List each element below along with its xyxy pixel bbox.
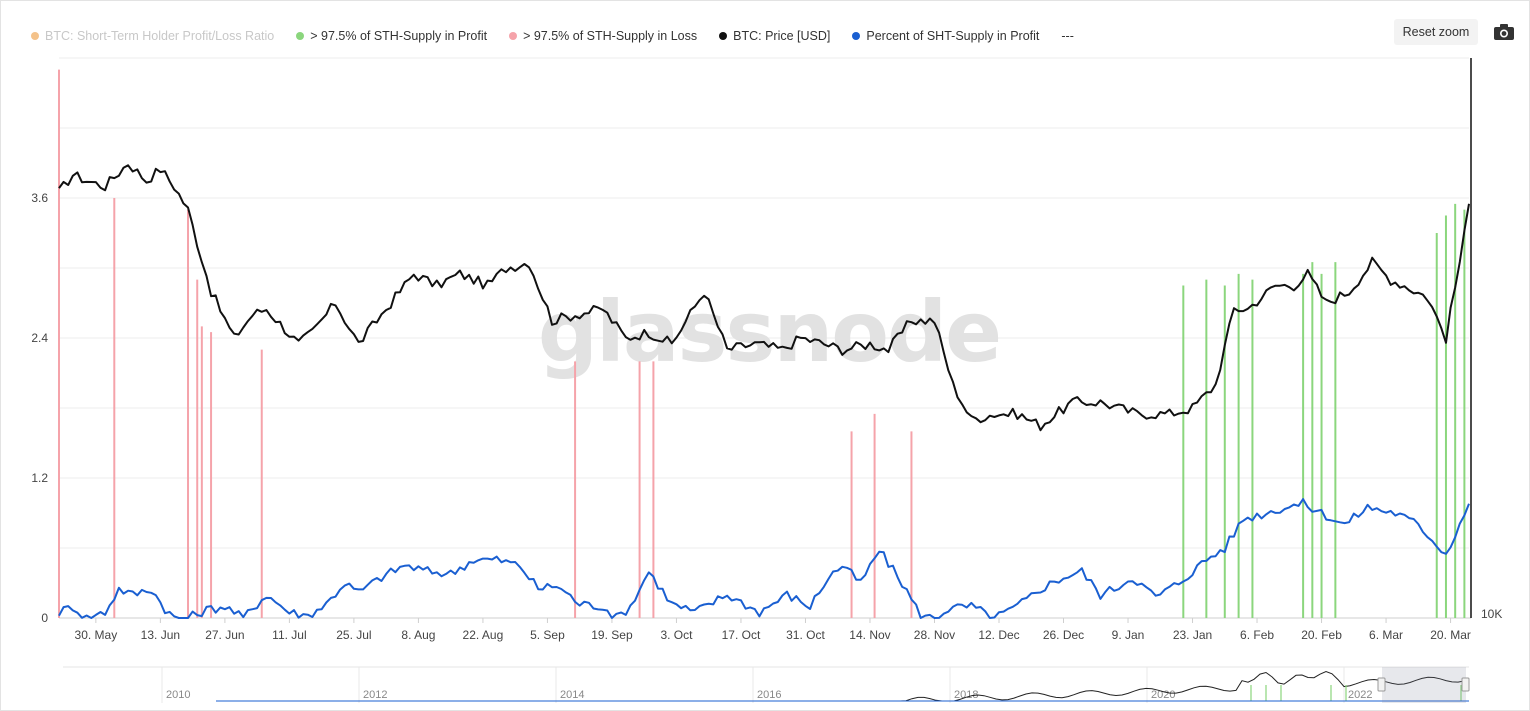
legend-item[interactable]: > 97.5% of STH-Supply in Profit (296, 29, 487, 43)
navigator-selection[interactable] (1382, 667, 1466, 703)
legend-marker-icon (31, 32, 39, 40)
navigator-right-handle[interactable] (1461, 677, 1470, 692)
legend: BTC: Short-Term Holder Profit/Loss Ratio… (31, 28, 1096, 44)
x-tick-label: 23. Jan (1173, 628, 1212, 642)
legend-label: > 97.5% of STH-Supply in Profit (310, 29, 488, 43)
navigator-year-label: 2018 (954, 689, 978, 701)
x-tick-label: 19. Sep (591, 628, 633, 642)
legend-label: BTC: Short-Term Holder Profit/Loss Ratio (45, 29, 275, 43)
navigator-background (63, 667, 1469, 703)
x-tick-label: 14. Nov (849, 628, 890, 642)
navigator-year-label: 2022 (1348, 689, 1372, 701)
price-line (58, 164, 1470, 432)
navigator-year-label: 2016 (757, 689, 781, 701)
legend-item[interactable]: Percent of SHT-Supply in Profit (852, 29, 1039, 43)
y-tick-label: 1.2 (31, 471, 48, 485)
y-right-tick-label: 10K (1481, 607, 1502, 621)
reset-zoom-button[interactable]: Reset zoom (1394, 19, 1478, 45)
x-tick-label: 31. Oct (786, 628, 825, 642)
navigator-year-label: 2010 (166, 689, 190, 701)
legend-marker-icon (509, 32, 518, 40)
x-tick-label: 5. Sep (530, 628, 565, 642)
x-tick-label: 13. Jun (141, 628, 180, 642)
x-tick-label: 20. Feb (1301, 628, 1342, 642)
x-tick-label: 6. Mar (1369, 628, 1403, 642)
legend-item[interactable]: > 97.5% of STH-Supply in Loss (509, 29, 697, 43)
y-tick-label: 2.4 (31, 331, 48, 345)
navigator-year-label: 2012 (363, 689, 387, 701)
camera-icon[interactable] (1493, 23, 1515, 41)
x-tick-label: 25. Jul (336, 628, 371, 642)
x-tick-label: 3. Oct (660, 628, 693, 642)
x-tick-label: 26. Dec (1043, 628, 1084, 642)
x-tick-label: 28. Nov (914, 628, 955, 642)
legend-label: BTC: Price [USD] (733, 29, 831, 43)
x-tick-label: 8. Aug (401, 628, 435, 642)
x-tick-label: 30. May (75, 628, 118, 642)
legend-marker-icon (852, 32, 861, 40)
legend-label: --- (1061, 29, 1074, 43)
legend-label: > 97.5% of STH-Supply in Loss (523, 29, 698, 43)
legend-marker-icon (719, 32, 728, 40)
navigator-left-handle[interactable] (1377, 677, 1386, 692)
x-tick-label: 17. Oct (722, 628, 761, 642)
watermark: glassnode (538, 283, 1000, 381)
x-tick-label: 20. Mar (1430, 628, 1471, 642)
x-tick-label: 12. Dec (978, 628, 1019, 642)
legend-item[interactable]: BTC: Short-Term Holder Profit/Loss Ratio (31, 29, 274, 43)
x-tick-label: 22. Aug (463, 628, 504, 642)
legend-marker-icon (296, 32, 305, 40)
y-tick-label: 0 (41, 611, 48, 625)
navigator-profit-markers (1250, 685, 1462, 701)
y-tick-label: 3.6 (31, 191, 48, 205)
legend-label: Percent of SHT-Supply in Profit (866, 29, 1040, 43)
navigator-year-label: 2014 (560, 689, 584, 701)
legend-item[interactable]: --- (1061, 29, 1074, 43)
x-tick-label: 27. Jun (205, 628, 244, 642)
navigator-year-label: 2020 (1151, 689, 1175, 701)
legend-item[interactable]: BTC: Price [USD] (719, 29, 830, 43)
supply-in-profit-line (58, 498, 1470, 619)
x-tick-label: 9. Jan (1112, 628, 1145, 642)
x-tick-label: 6. Feb (1240, 628, 1274, 642)
x-tick-label: 11. Jul (272, 628, 306, 642)
